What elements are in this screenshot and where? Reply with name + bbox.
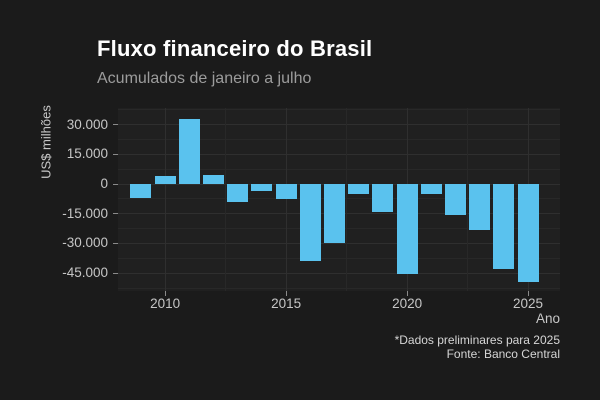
x-tick-label: 2025 <box>513 296 544 311</box>
bar-2016 <box>299 184 321 262</box>
bar-2019 <box>372 184 394 212</box>
bar-2021 <box>420 184 442 194</box>
y-tick-mark <box>113 183 118 185</box>
x-tick-mark <box>285 291 287 296</box>
bar-2022 <box>444 184 466 215</box>
bar-2018 <box>348 184 370 194</box>
gridline-x-minor <box>346 108 348 291</box>
bar-2017 <box>324 184 346 244</box>
x-tick-label: 2010 <box>150 296 181 311</box>
x-tick-label: 2020 <box>392 296 423 311</box>
bar-2012 <box>203 175 225 185</box>
bar-2023 <box>469 184 491 230</box>
bar-2014 <box>251 184 273 191</box>
gridline-y-major <box>118 272 560 274</box>
y-tick-mark <box>113 213 118 215</box>
gridline-x-minor <box>467 108 469 291</box>
chart-title: Fluxo financeiro do Brasil <box>97 36 373 61</box>
y-tick-label: 30.000 <box>66 116 108 132</box>
gridline-y-minor <box>118 257 560 259</box>
caption-source: Fonte: Banco Central <box>446 346 560 361</box>
y-tick-label: -15.000 <box>62 205 108 221</box>
gridline-y-major <box>118 124 560 126</box>
x-tick-label: 2015 <box>271 296 302 311</box>
y-tick-label: 0 <box>100 176 108 192</box>
gridline-y-major <box>118 242 560 244</box>
y-tick-label: 15.000 <box>66 146 108 162</box>
chart-panel <box>118 108 560 291</box>
y-tick-mark <box>113 242 118 244</box>
chart-subtitle: Acumulados de janeiro a julho <box>97 70 312 87</box>
gridline-y-minor <box>118 138 560 140</box>
bar-2024 <box>493 184 515 270</box>
bar-2009 <box>130 184 152 198</box>
bar-2011 <box>178 118 200 185</box>
gridline-y-minor <box>118 287 560 289</box>
gridline-y-major <box>118 153 560 155</box>
y-tick-mark <box>113 272 118 274</box>
x-tick-mark <box>527 291 529 296</box>
caption-note: *Dados preliminares para 2025 <box>394 333 560 347</box>
y-tick-mark <box>113 124 118 126</box>
y-tick-label: -30.000 <box>62 235 108 251</box>
bar-2013 <box>227 184 249 202</box>
y-tick-mark <box>113 153 118 155</box>
gridline-x-minor <box>225 108 227 291</box>
y-tick-label: -45.000 <box>62 265 108 281</box>
gridline-y-minor <box>118 168 560 170</box>
x-tick-mark <box>406 291 408 296</box>
gridline-x-major <box>285 108 287 291</box>
bar-2025 <box>517 184 539 283</box>
bar-2010 <box>154 176 176 185</box>
x-tick-mark <box>164 291 166 296</box>
bar-2015 <box>275 184 297 199</box>
bar-2020 <box>396 184 418 275</box>
x-axis-title: Ano <box>535 311 560 326</box>
gridline-y-minor <box>118 109 560 111</box>
gridline-x-major <box>164 108 166 291</box>
